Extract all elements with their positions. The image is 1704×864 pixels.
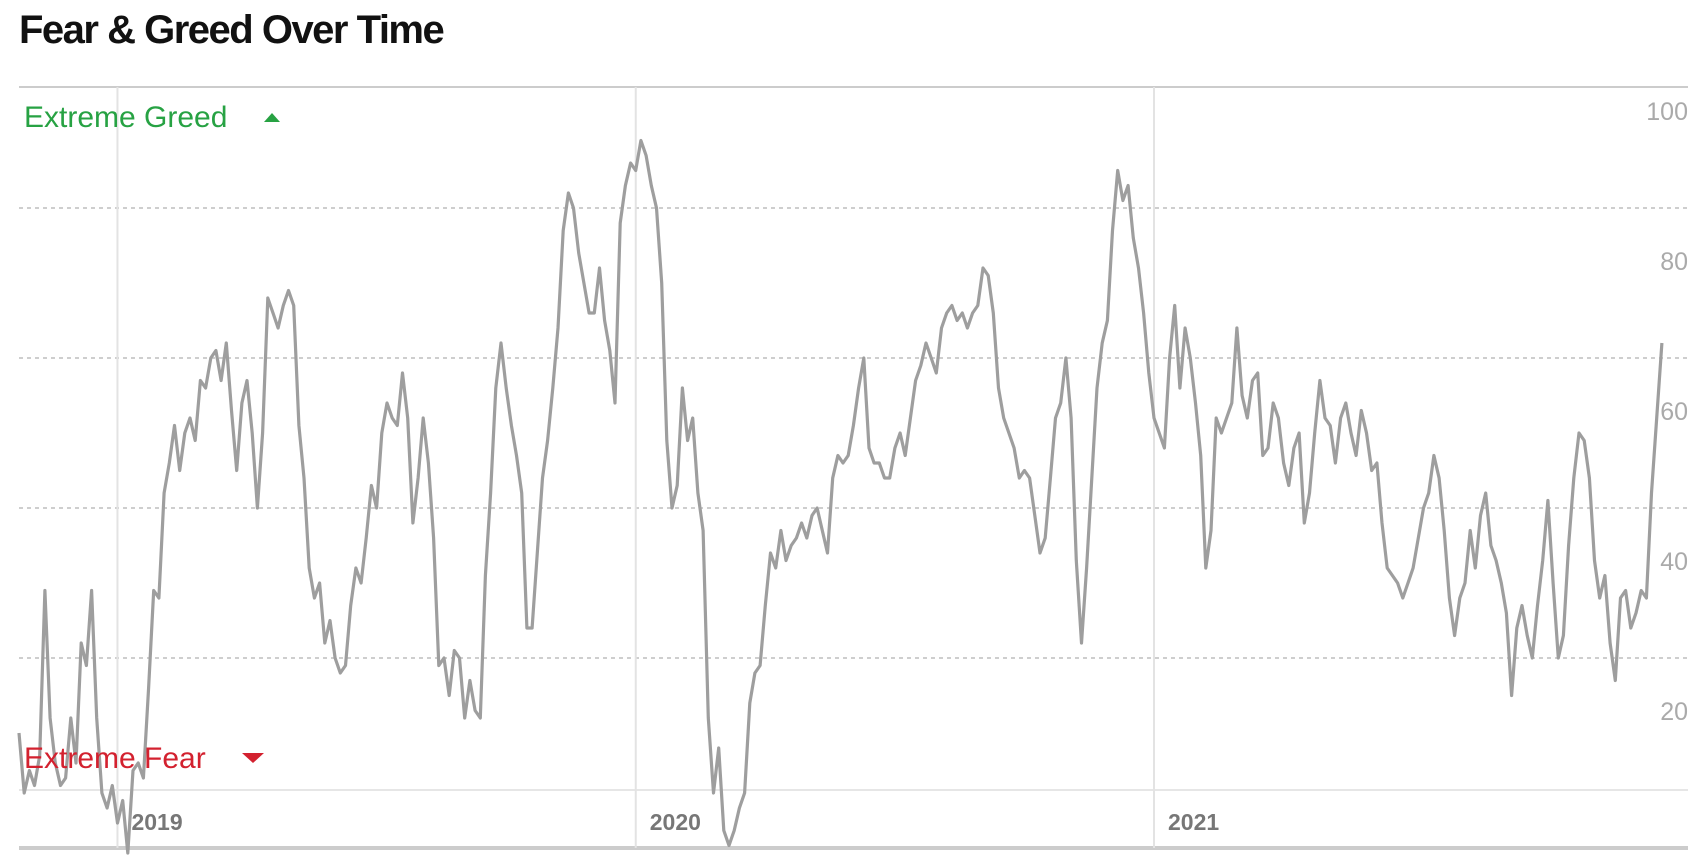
x-tick-label: 2021 — [1168, 809, 1219, 835]
label-layer: Extreme Greed Extreme Fear — [24, 101, 280, 775]
y-tick-label: 40 — [1660, 548, 1688, 576]
down-triangle-icon — [242, 753, 264, 763]
extreme-fear-label: Extreme Fear — [24, 742, 206, 775]
series-line-0 — [17, 138, 1664, 855]
line-layer — [17, 138, 1664, 855]
y-tick-label: 100 — [1646, 98, 1688, 126]
y-tick-label: 60 — [1660, 398, 1688, 426]
x-tick-label: 2020 — [650, 809, 701, 835]
chart-title: Fear & Greed Over Time — [19, 8, 445, 52]
y-tick-label: 20 — [1660, 698, 1688, 726]
x-tick-label: 2019 — [131, 809, 182, 835]
grid-layer: 100 80 60 40 20 2019 2020 2021 — [19, 86, 1688, 850]
extreme-greed-label: Extreme Greed — [24, 101, 227, 134]
up-triangle-icon — [264, 113, 280, 122]
y-tick-label: 80 — [1660, 248, 1688, 276]
